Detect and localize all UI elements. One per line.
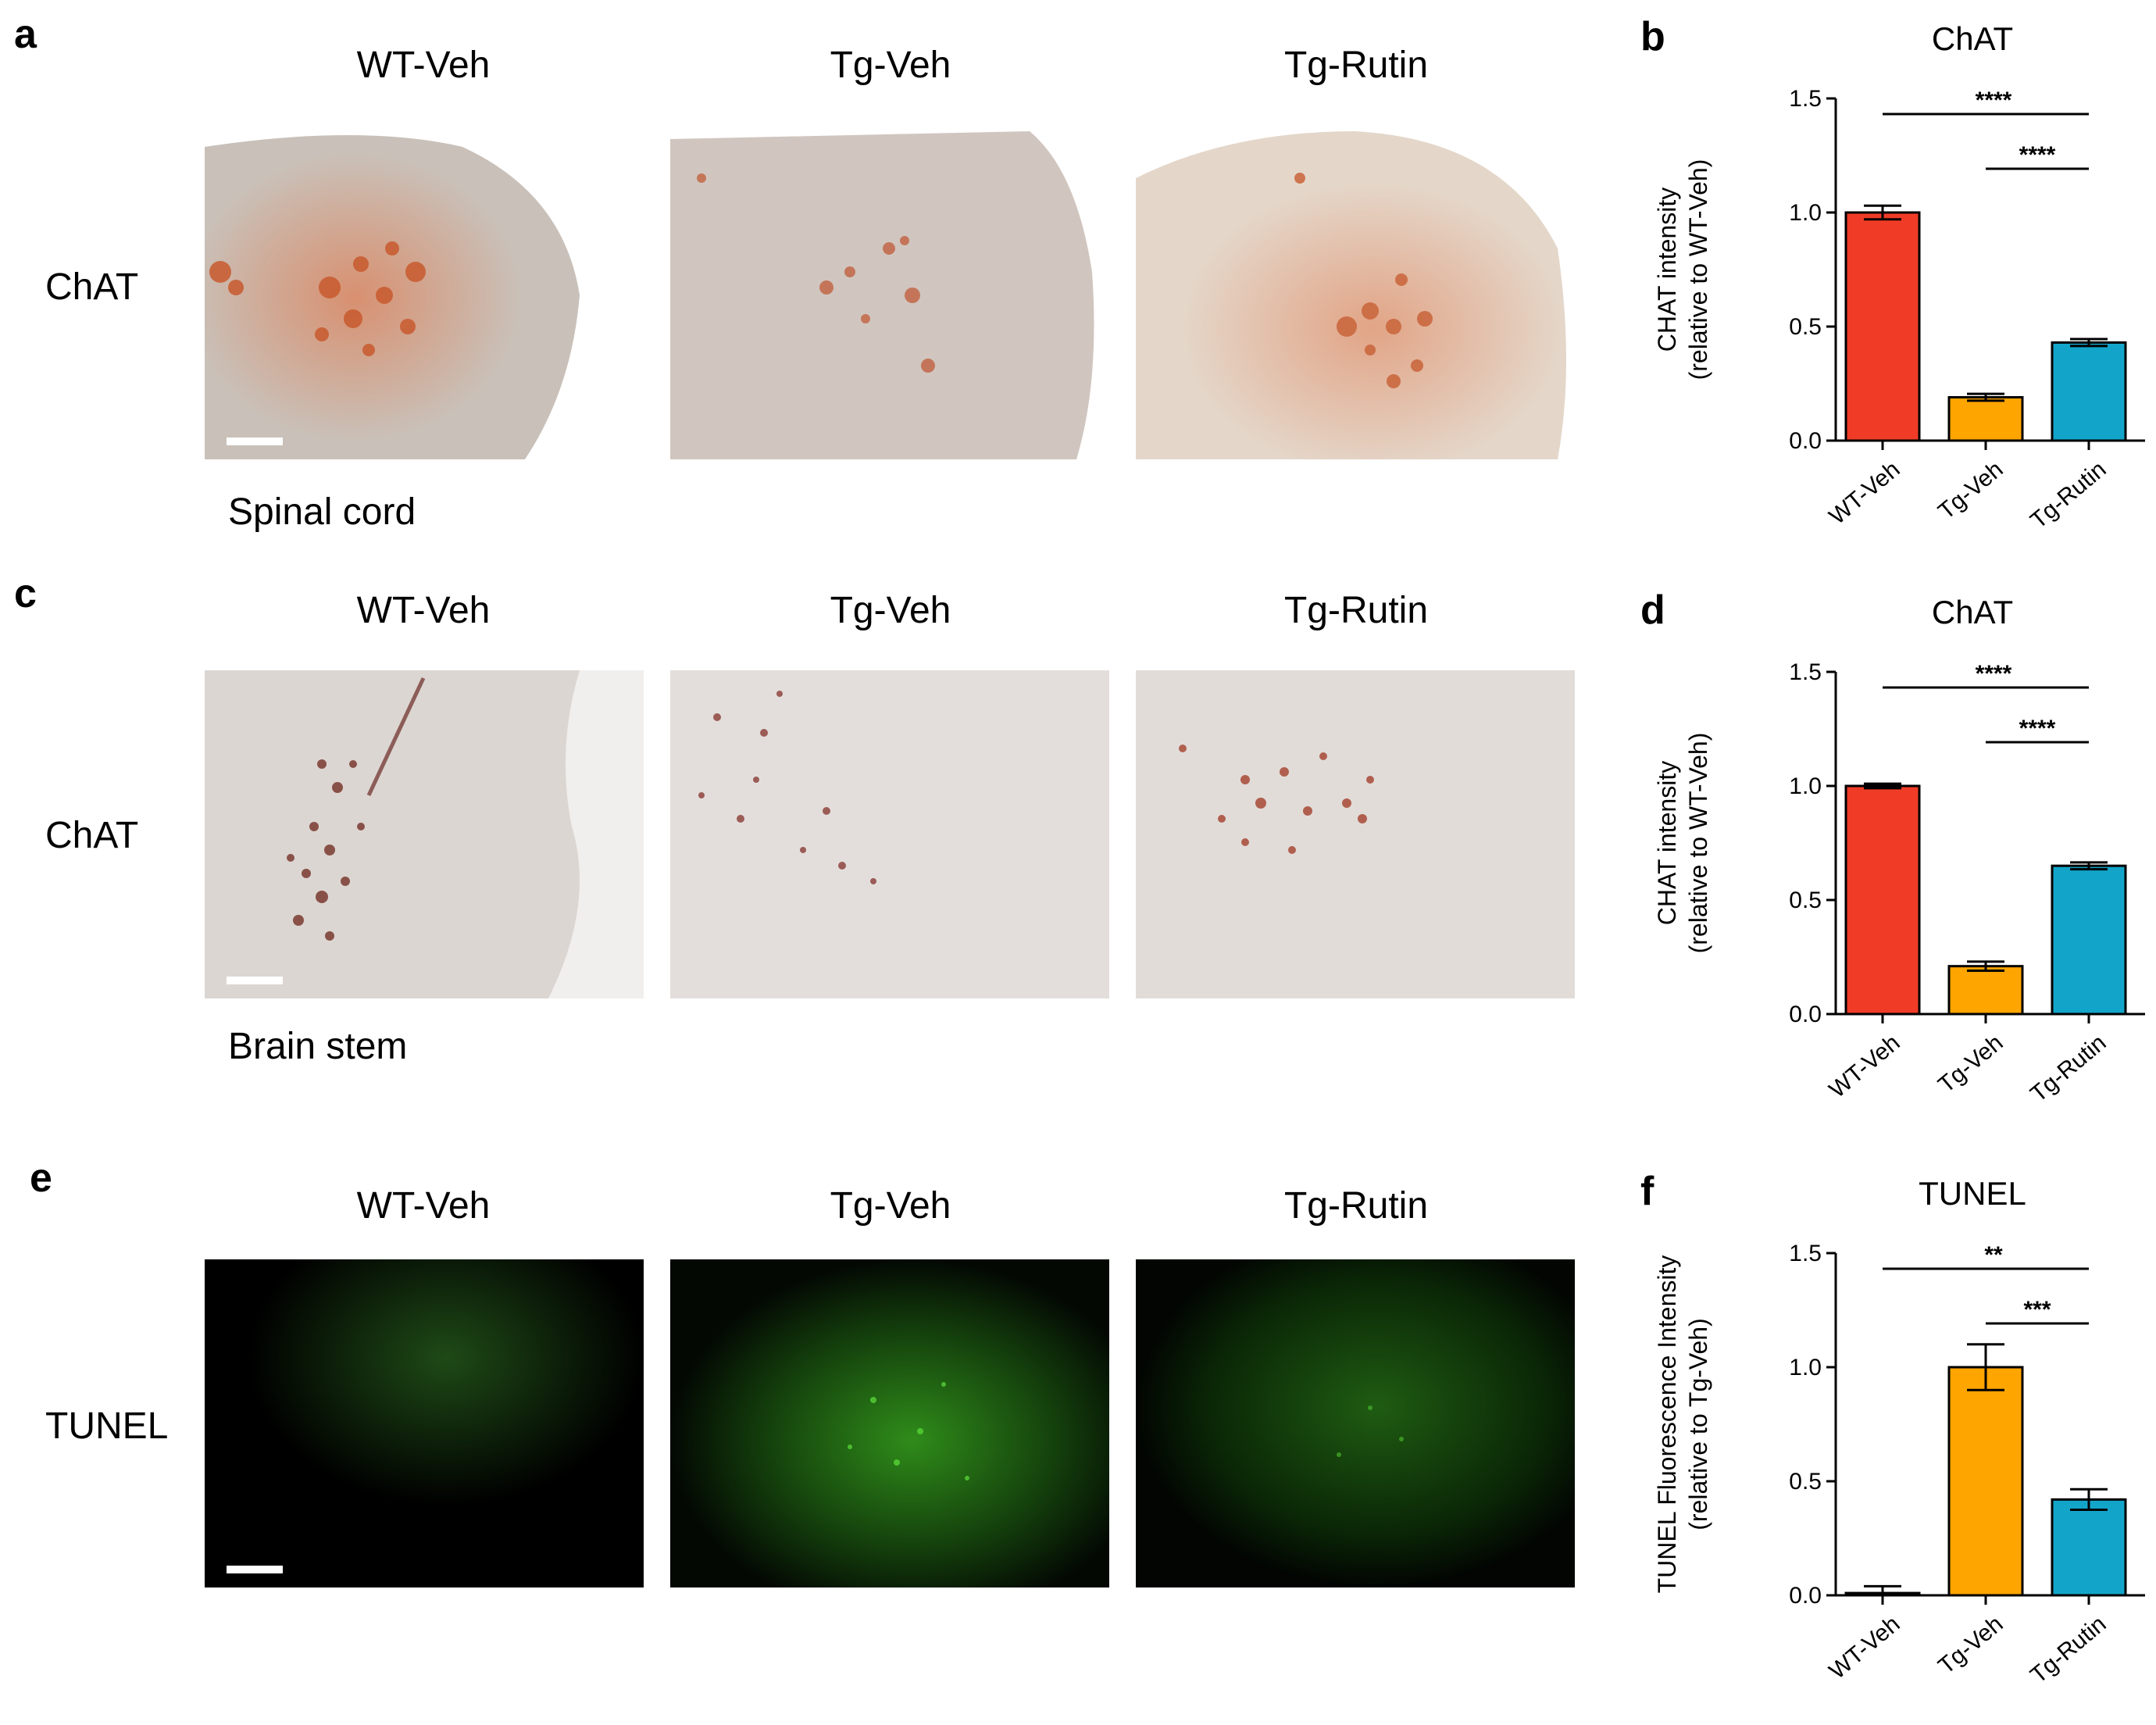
bar-wt-veh xyxy=(1844,211,1921,442)
row-label-tunel: TUNEL xyxy=(45,1405,169,1447)
column-header-tg-veh: Tg-Veh xyxy=(830,45,951,86)
significance-label: **** xyxy=(2019,142,2056,168)
y-tick-label: 0.5 xyxy=(1789,888,1822,913)
bar-wt-veh xyxy=(1844,784,1921,1016)
bar-tg-rutin xyxy=(2051,1498,2127,1597)
region-label-spinal-cord: Spinal cord xyxy=(228,491,416,533)
y-tick-label: 1.5 xyxy=(1789,659,1822,685)
bar-chart-b: b ChAT 0.0 0.5 1.0 1.5 CHAT intensity (relative… xyxy=(1640,14,2145,534)
panel-letter-c: c xyxy=(14,571,37,616)
bar-tg-veh xyxy=(1947,965,2024,1016)
significance-label: **** xyxy=(1976,661,2012,687)
chart-title: TUNEL xyxy=(1919,1175,2026,1212)
micrograph-spinal-tg-rutin xyxy=(1136,131,1575,459)
fluorescence-tunel-tg-rutin xyxy=(1136,1259,1575,1588)
column-header-tg-rutin-2: Tg-Rutin xyxy=(1283,590,1429,631)
y-axis-label-line: (relative to WT-Veh) xyxy=(1684,159,1712,380)
x-tick-label: WT-Veh xyxy=(1825,456,1905,530)
micrograph-brainstem-tg-veh xyxy=(670,670,1109,998)
x-tick-label: WT-Veh xyxy=(1825,1611,1905,1684)
x-tick-label: Tg-Rutin xyxy=(2026,456,2111,534)
fluorescence-tunel-wt-veh xyxy=(205,1259,644,1588)
y-tick-label: 1.0 xyxy=(1789,200,1822,226)
column-header-tg-veh-2: Tg-Veh xyxy=(830,590,951,631)
y-axis-label-line: (relative to WT-Veh) xyxy=(1684,733,1712,954)
x-tick-label: WT-Veh xyxy=(1825,1030,1905,1103)
fluorescence-tunel-tg-veh xyxy=(670,1259,1109,1588)
y-tick-label: 0.0 xyxy=(1789,428,1822,454)
significance-label: **** xyxy=(1976,88,2012,113)
y-tick-label: 0.5 xyxy=(1789,1469,1822,1495)
y-axis-label: TUNEL Fluorescence Intensity (relative to… xyxy=(1653,1255,1712,1594)
y-tick-label: 1.5 xyxy=(1789,86,1822,112)
micrograph-spinal-tg-veh xyxy=(670,131,1109,459)
micrograph-brainstem-wt-veh xyxy=(205,670,644,998)
panel-letter-a: a xyxy=(14,12,37,57)
bar-tg-veh xyxy=(1947,1366,2024,1597)
significance-label: **** xyxy=(2019,716,2056,741)
x-tick-label: Tg-Veh xyxy=(1933,456,2008,524)
panel-letter-b: b xyxy=(1640,14,1665,59)
y-tick-label: 1.5 xyxy=(1789,1241,1822,1266)
y-tick-label: 0.0 xyxy=(1789,1583,1822,1609)
scale-bar-2 xyxy=(227,977,283,984)
y-tick-label: 1.0 xyxy=(1789,773,1822,799)
panel-letter-d: d xyxy=(1640,588,1665,633)
bar-tg-veh xyxy=(1947,396,2024,442)
column-header-wt-veh-2: WT-Veh xyxy=(356,590,491,631)
x-tick-label: Tg-Rutin xyxy=(2026,1611,2111,1688)
bar-tg-rutin xyxy=(2051,864,2127,1016)
column-header-tg-veh-3: Tg-Veh xyxy=(830,1185,951,1227)
y-axis-label-line: TUNEL Fluorescence Intensity xyxy=(1653,1255,1681,1594)
y-tick-label: 0.0 xyxy=(1789,1002,1822,1027)
y-tick-label: 0.5 xyxy=(1789,314,1822,340)
column-header-wt-veh: WT-Veh xyxy=(356,45,491,86)
scale-bar xyxy=(227,438,283,445)
column-header-wt-veh-3: WT-Veh xyxy=(356,1185,491,1227)
y-tick-label: 1.0 xyxy=(1789,1355,1822,1380)
region-label-brain-stem: Brain stem xyxy=(228,1026,408,1067)
bar-chart-d: d ChAT 0.0 0.5 1.0 1.5 CHAT intensity (relative… xyxy=(1640,588,2145,1107)
panel-letter-e: e xyxy=(30,1155,52,1201)
row-label-chat-2: ChAT xyxy=(45,815,139,856)
x-tick-label: Tg-Veh xyxy=(1933,1611,2008,1679)
panel-letter-f: f xyxy=(1640,1169,1654,1214)
chart-title: ChAT xyxy=(1932,20,2013,57)
y-axis-label: CHAT intensity (relative to WT-Veh) xyxy=(1653,159,1712,380)
significance-label: *** xyxy=(2023,1297,2051,1323)
scale-bar-3 xyxy=(227,1566,283,1573)
micrograph-spinal-wt-veh xyxy=(205,131,644,459)
x-tick-label: Tg-Veh xyxy=(1933,1030,2008,1098)
y-axis-label: CHAT intensity (relative to WT-Veh) xyxy=(1653,733,1712,954)
bar-chart-f: f TUNEL 0.0 0.5 1.0 1.5 TUNEL Fluorescence Int… xyxy=(1640,1169,2145,1688)
x-tick-label: Tg-Rutin xyxy=(2026,1030,2111,1107)
significance-label: ** xyxy=(1984,1242,2003,1268)
chart-title: ChAT xyxy=(1932,594,2013,630)
y-axis-label-line: CHAT intensity xyxy=(1653,761,1681,925)
micrograph-brainstem-tg-rutin xyxy=(1136,670,1575,998)
y-axis-label-line: CHAT intensity xyxy=(1653,188,1681,352)
column-header-tg-rutin: Tg-Rutin xyxy=(1283,45,1429,86)
column-header-tg-rutin-3: Tg-Rutin xyxy=(1283,1185,1429,1227)
bar-tg-rutin xyxy=(2051,341,2127,442)
y-axis-label-line: (relative to Tg-Veh) xyxy=(1684,1318,1712,1530)
row-label-chat: ChAT xyxy=(45,266,139,308)
